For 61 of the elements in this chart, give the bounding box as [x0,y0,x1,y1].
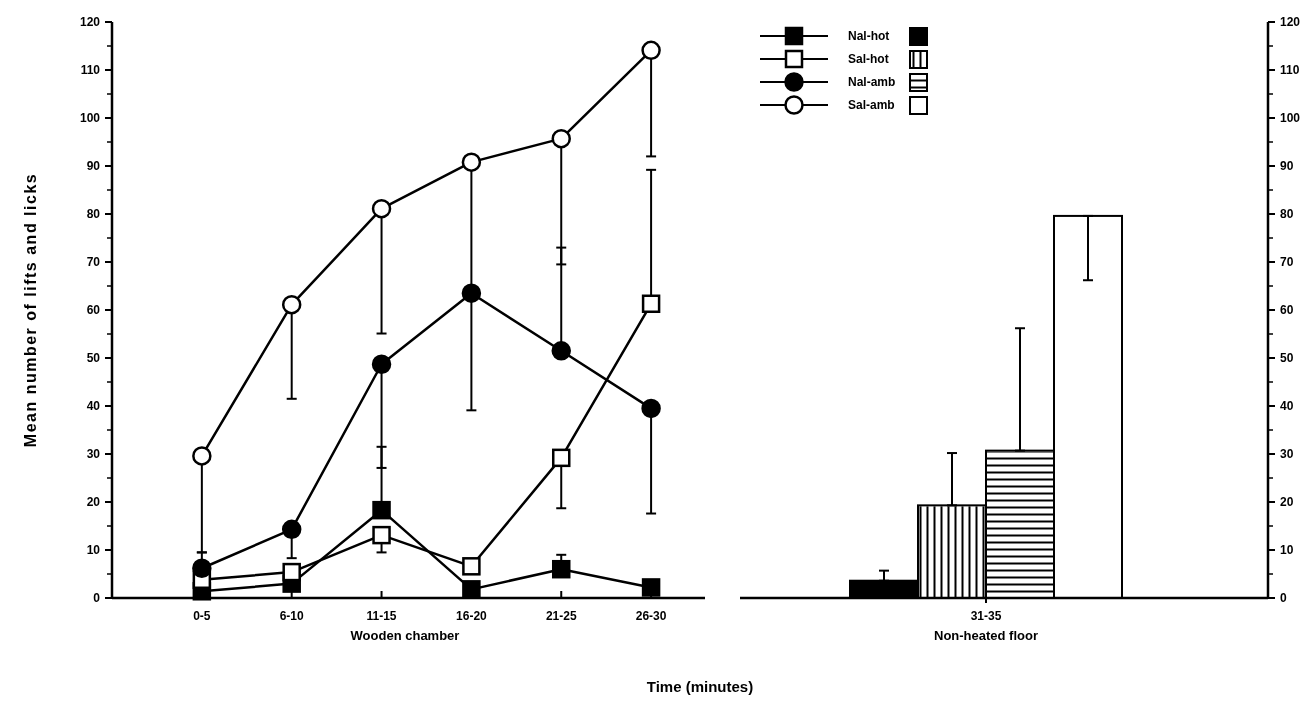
point [282,562,301,582]
point [641,294,661,314]
legend-label: Sal-hot [848,52,889,67]
point [372,500,391,520]
legend-label: Nal-hot [848,29,890,44]
y-tick-label: 50 [86,351,101,366]
legend-label: Sal-amb [848,98,895,113]
point [641,40,661,61]
x-tick-label: 26-30 [635,609,667,623]
legend-label: Nal-amb [848,75,896,90]
y-tick-label: 10 [1280,543,1294,558]
point [462,580,481,599]
text: Time (minutes) [646,678,754,695]
y-tick-label: 20 [1280,495,1294,510]
point [551,559,571,579]
point [551,341,571,361]
y-tick-label: 30 [86,447,101,462]
y-tick-label: 0 [1280,591,1287,606]
y-tick-label: 40 [1280,399,1294,414]
x-axis-title: Wooden chamber [350,628,460,643]
x-tick-label: 6-10 [279,609,305,623]
y-tick-label: 30 [1280,447,1294,462]
point [192,446,212,466]
y-tick-label: 80 [1280,207,1294,222]
y-tick-label: 80 [86,207,101,222]
y-tick-label: 70 [86,255,101,270]
point [462,557,481,576]
point [641,578,661,597]
point [551,448,571,468]
point [461,152,482,172]
y-tick-label: 40 [86,399,101,414]
y-tick-label: 70 [1280,255,1294,270]
y-tick-label: 60 [1280,303,1294,318]
y-axis-title: Mean number of lifts and licks [22,172,39,448]
y-tick-label: 110 [80,63,101,78]
y-tick-label: 100 [1280,111,1301,126]
point [192,558,212,578]
point [371,354,392,374]
point [551,128,571,149]
y-tick-label: 0 [93,591,101,606]
x-axis-title: Non-heated floor [934,628,1038,643]
y-tick-label: 100 [79,111,101,126]
x-tick-label: 31-35 [970,609,1002,623]
point [281,294,302,315]
y-tick-label: 90 [1280,159,1294,174]
x-tick-label: 21-25 [545,609,577,623]
y-tick-label: 50 [1280,351,1294,366]
y-tick-label: 110 [1280,63,1300,78]
point [281,519,302,540]
y-tick-label: 120 [1280,15,1301,30]
x-tick-label: 11-15 [366,609,397,623]
y-tick-label: 90 [86,159,101,174]
x-tick-label: 0-5 [193,609,211,623]
point [641,398,661,419]
y-tick-label: 10 [86,543,101,558]
point [371,198,392,219]
y-tick-label: 60 [86,303,101,318]
y-tick-label: 20 [86,495,101,510]
point [372,525,391,545]
y-tick-label: 120 [79,15,101,30]
x-tick-label: 16-20 [456,609,488,623]
